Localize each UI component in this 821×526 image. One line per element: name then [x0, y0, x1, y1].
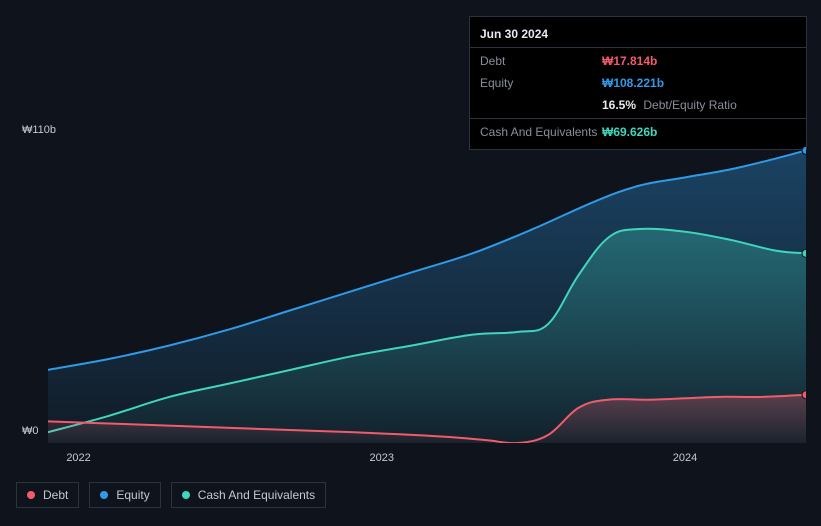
tooltip-ratio-value: 16.5%: [602, 98, 636, 112]
legend-item-debt[interactable]: Debt: [16, 482, 79, 508]
tooltip-equity-value: ₩108.221b: [602, 74, 664, 92]
chart-legend: Debt Equity Cash And Equivalents: [16, 482, 326, 508]
tooltip-equity-row: Equity ₩108.221b: [470, 72, 806, 94]
tooltip-divider: [470, 118, 806, 119]
tooltip-ratio-row: 16.5% Debt/Equity Ratio: [470, 94, 806, 116]
legend-item-equity[interactable]: Equity: [89, 482, 160, 508]
tooltip-date: Jun 30 2024: [470, 23, 806, 48]
tooltip-debt-value: ₩17.814b: [602, 52, 657, 70]
tooltip-equity-label: Equity: [480, 74, 602, 92]
tooltip-debt-label: Debt: [480, 52, 602, 70]
legend-item-cash[interactable]: Cash And Equivalents: [171, 482, 326, 508]
chart-tooltip: Jun 30 2024 Debt ₩17.814b Equity ₩108.22…: [469, 16, 807, 150]
legend-dot-cash: [182, 491, 190, 499]
tooltip-ratio-label: Debt/Equity Ratio: [643, 98, 736, 112]
tooltip-cash-value: ₩69.626b: [602, 123, 657, 141]
y-axis-label-max: ₩110b: [22, 124, 56, 136]
legend-dot-debt: [27, 491, 35, 499]
chart-svg: [48, 145, 806, 443]
legend-label-cash: Cash And Equivalents: [198, 488, 315, 502]
chart-plot-area[interactable]: [48, 145, 806, 443]
tooltip-debt-row: Debt ₩17.814b: [470, 50, 806, 72]
x-axis-label-0: 2022: [66, 452, 90, 464]
x-axis-label-2: 2024: [673, 452, 697, 464]
tooltip-cash-label: Cash And Equivalents: [480, 123, 602, 141]
legend-label-equity: Equity: [116, 488, 149, 502]
y-axis-label-min: ₩0: [22, 425, 39, 437]
debt-equity-chart-panel: { "tooltip": { "date": "Jun 30 2024", "d…: [0, 0, 821, 526]
tooltip-cash-row: Cash And Equivalents ₩69.626b: [470, 121, 806, 143]
legend-dot-equity: [100, 491, 108, 499]
x-axis-label-1: 2023: [370, 452, 394, 464]
legend-label-debt: Debt: [43, 488, 68, 502]
